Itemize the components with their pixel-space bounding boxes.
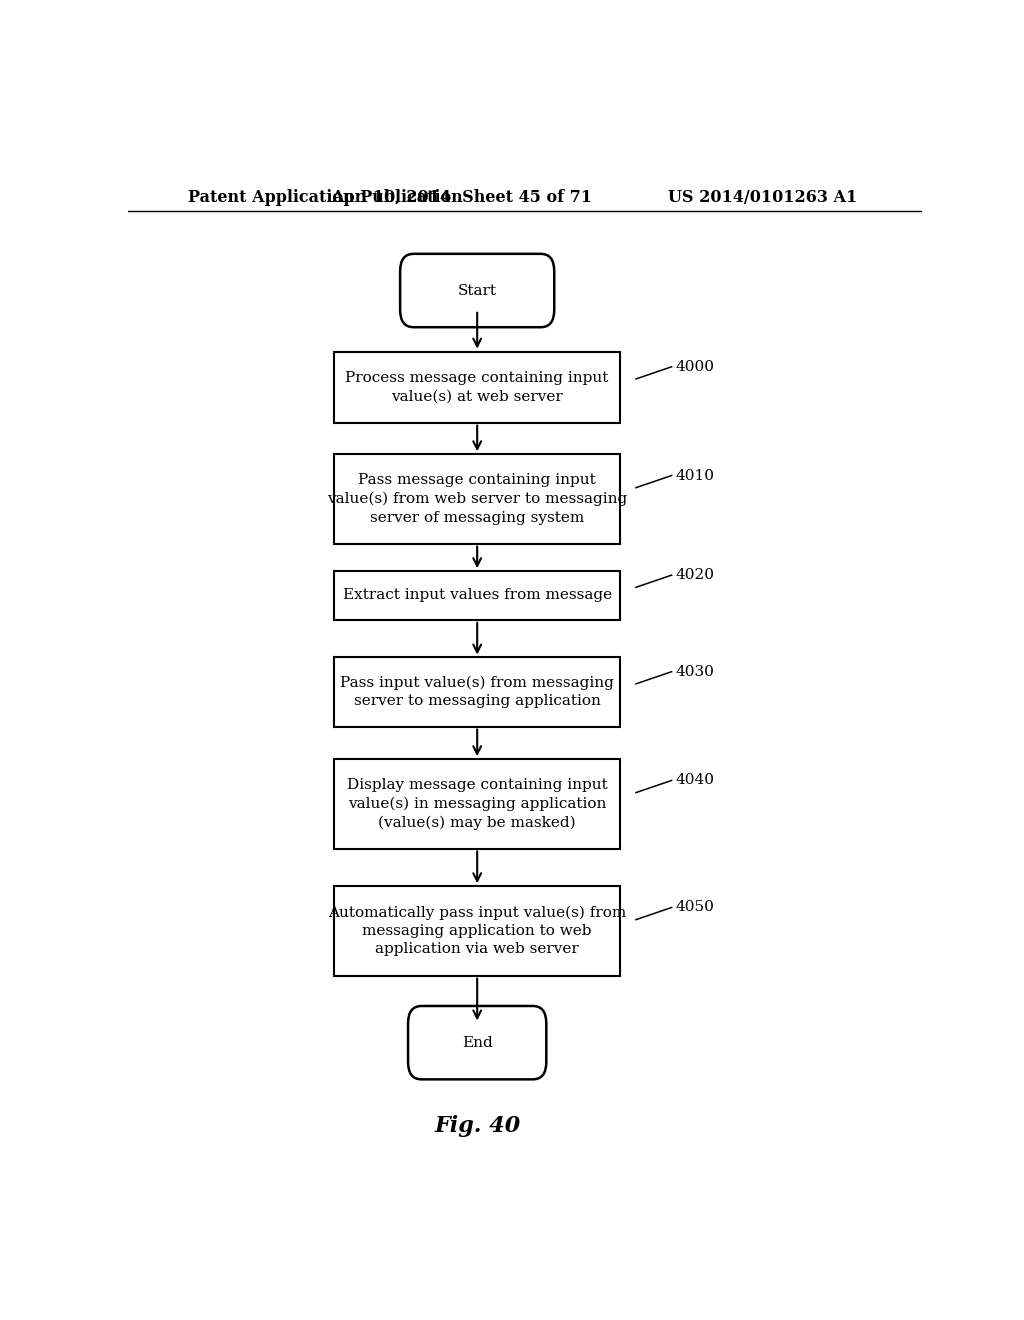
Bar (334, 572, 620, 620)
Bar (334, 886, 620, 975)
Text: Pass message containing input
value(s) from web server to messaging
server of me: Pass message containing input value(s) f… (327, 474, 628, 524)
Text: Patent Application Publication: Patent Application Publication (187, 189, 462, 206)
Text: 4030: 4030 (676, 665, 715, 678)
Text: US 2014/0101263 A1: US 2014/0101263 A1 (669, 189, 857, 206)
Bar (334, 351, 620, 422)
Text: Apr. 10, 2014  Sheet 45 of 71: Apr. 10, 2014 Sheet 45 of 71 (331, 189, 592, 206)
Text: Fig. 40: Fig. 40 (434, 1115, 520, 1137)
Text: Extract input values from message: Extract input values from message (343, 589, 611, 602)
Text: 4000: 4000 (676, 360, 715, 374)
Text: 4040: 4040 (676, 774, 715, 788)
Text: Pass input value(s) from messaging
server to messaging application: Pass input value(s) from messaging serve… (340, 676, 614, 709)
Bar (334, 454, 620, 544)
Text: Start: Start (458, 284, 497, 297)
Text: Automatically pass input value(s) from
messaging application to web
application : Automatically pass input value(s) from m… (328, 906, 627, 957)
Bar (334, 759, 620, 849)
Text: End: End (462, 1036, 493, 1049)
FancyBboxPatch shape (408, 1006, 547, 1080)
Text: 4010: 4010 (676, 469, 715, 483)
Text: Display message containing input
value(s) in messaging application
(value(s) may: Display message containing input value(s… (347, 777, 607, 830)
Text: Process message containing input
value(s) at web server: Process message containing input value(s… (345, 371, 609, 404)
Text: 4020: 4020 (676, 568, 715, 582)
Bar (334, 657, 620, 726)
Text: 4050: 4050 (676, 900, 715, 915)
FancyBboxPatch shape (400, 253, 554, 327)
